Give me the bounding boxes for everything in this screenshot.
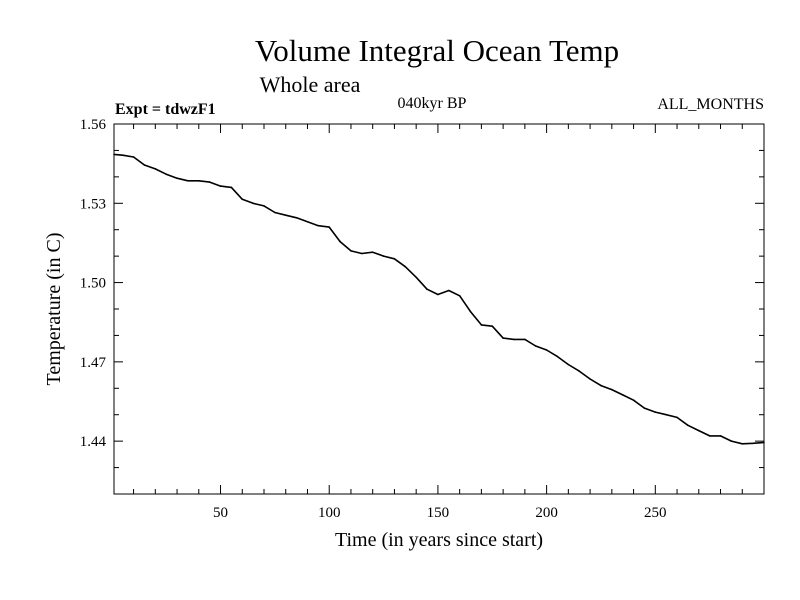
data-point xyxy=(698,429,700,432)
data-point xyxy=(263,205,265,207)
data-point xyxy=(426,288,428,291)
data-point xyxy=(600,384,602,387)
data-point xyxy=(469,310,472,313)
data-point xyxy=(198,180,200,182)
x-tick-label: 200 xyxy=(535,505,558,521)
data-point xyxy=(741,443,744,445)
data-point xyxy=(306,221,309,223)
data-point xyxy=(132,156,135,158)
data-point xyxy=(567,363,570,366)
data-point xyxy=(165,173,167,175)
data-point xyxy=(708,435,711,437)
data-point xyxy=(752,442,754,445)
experiment-label: Expt = tdwzF1 xyxy=(115,101,216,118)
data-point xyxy=(382,255,385,257)
y-tick-label: 1.44 xyxy=(80,434,107,450)
data-point xyxy=(295,217,298,219)
data-point xyxy=(643,407,646,409)
data-point xyxy=(632,399,635,402)
temperature-series-points xyxy=(113,153,765,445)
data-point xyxy=(589,378,591,380)
data-point xyxy=(328,226,331,228)
chart-subtitle: Whole area xyxy=(260,72,361,97)
data-point xyxy=(676,416,678,419)
period-label: 040kyr BP xyxy=(398,95,467,112)
plot-frame xyxy=(113,123,765,495)
data-point xyxy=(687,424,689,427)
y-tick-label: 1.53 xyxy=(80,196,106,212)
data-point xyxy=(113,153,115,156)
data-point xyxy=(534,345,537,347)
x-axis-label: Time (in years since start) xyxy=(335,529,543,551)
data-point xyxy=(654,411,657,413)
data-point xyxy=(143,164,146,166)
data-point xyxy=(578,370,580,372)
data-point xyxy=(415,276,418,279)
y-tick-label: 1.56 xyxy=(80,117,107,133)
x-tick-label: 50 xyxy=(213,505,228,521)
data-point xyxy=(393,258,396,260)
data-point xyxy=(665,413,667,416)
x-tick-label: 150 xyxy=(427,505,450,521)
data-point xyxy=(491,325,494,328)
data-point xyxy=(502,337,504,339)
data-point xyxy=(187,180,189,182)
data-point xyxy=(339,240,341,243)
y-axis-ticks xyxy=(114,149,764,469)
data-point xyxy=(719,435,722,437)
data-point xyxy=(121,154,124,156)
months-label: ALL_MONTHS xyxy=(657,96,764,113)
data-point xyxy=(350,250,352,252)
y-axis-label: Temperature (in C) xyxy=(43,233,65,386)
data-point xyxy=(284,214,287,216)
data-point xyxy=(437,293,439,296)
data-point xyxy=(480,324,483,326)
data-point xyxy=(524,338,526,341)
data-point xyxy=(513,338,515,341)
data-point xyxy=(730,440,733,442)
data-point xyxy=(274,211,276,214)
data-point xyxy=(208,181,211,183)
data-point xyxy=(317,224,320,227)
data-point xyxy=(241,198,244,201)
data-point xyxy=(545,349,548,351)
data-point xyxy=(154,168,157,170)
data-point xyxy=(176,177,178,179)
x-axis-ticks xyxy=(133,124,743,494)
data-point xyxy=(219,185,222,187)
x-axis-tick-labels: 50 100 150 200 250 xyxy=(213,505,667,521)
data-point xyxy=(252,202,254,205)
data-point xyxy=(371,251,374,253)
data-point xyxy=(230,186,233,189)
temperature-series-line xyxy=(113,153,765,445)
data-point xyxy=(621,394,624,396)
data-point xyxy=(361,252,363,255)
chart-title: Volume Integral Ocean Temp xyxy=(255,33,619,68)
data-point xyxy=(458,295,461,297)
y-axis-tick-labels: 1.44 1.47 1.50 1.53 1.56 xyxy=(80,117,107,450)
data-point xyxy=(611,388,613,391)
x-tick-label: 100 xyxy=(318,505,341,521)
data-point xyxy=(404,265,407,268)
x-tick-label: 250 xyxy=(644,505,667,521)
data-point xyxy=(763,441,765,444)
data-point xyxy=(556,355,559,358)
y-tick-label: 1.47 xyxy=(80,355,107,371)
y-tick-label: 1.50 xyxy=(80,276,106,292)
data-point xyxy=(448,289,450,292)
